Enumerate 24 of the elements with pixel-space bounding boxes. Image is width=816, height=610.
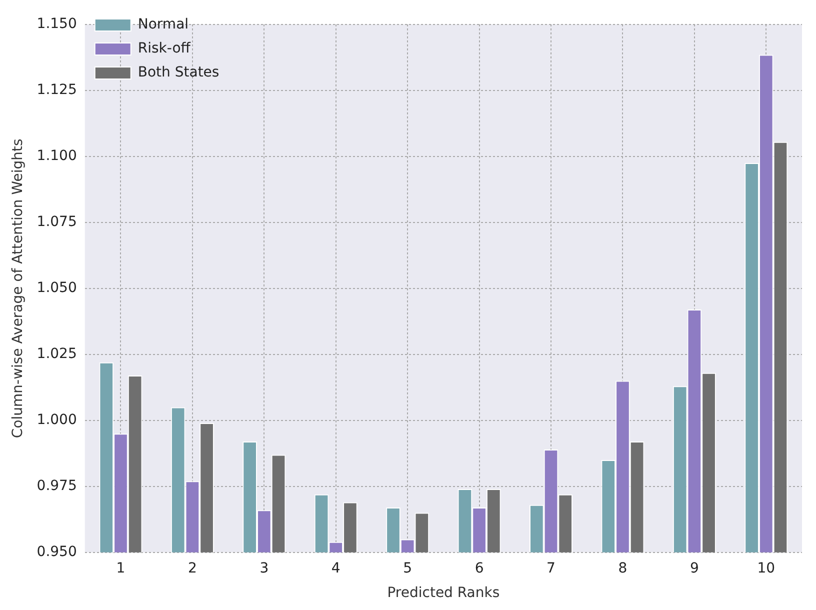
x-tick-label: 2 <box>188 560 197 576</box>
x-tick-label: 4 <box>331 560 340 576</box>
y-tick-label: 0.975 <box>36 478 77 494</box>
y-tick-label: 1.100 <box>36 148 77 164</box>
x-tick-label: 3 <box>260 560 269 576</box>
y-axis-title: Column-wise Average of Attention Weights <box>10 138 26 438</box>
y-tick-label: 1.125 <box>36 82 77 98</box>
y-tick-label: 1.075 <box>36 214 77 230</box>
x-tick-label: 9 <box>690 560 699 576</box>
x-tick-label: 5 <box>403 560 412 576</box>
x-tick-label: 8 <box>618 560 628 576</box>
x-axis-title: Predicted Ranks <box>387 585 500 602</box>
x-tick-label: 10 <box>757 560 776 576</box>
legend-label: Risk-off <box>138 40 191 57</box>
legend-label: Normal <box>138 16 189 33</box>
legend-label: Both States <box>138 64 220 81</box>
x-tick-label: 1 <box>116 560 126 576</box>
y-tick-label: 1.150 <box>36 16 77 32</box>
y-tick-label: 1.000 <box>36 412 77 428</box>
y-tick-label: 1.025 <box>36 346 77 362</box>
y-tick-label: 0.950 <box>36 544 77 560</box>
x-tick-label: 6 <box>474 560 484 576</box>
x-tick-label: 7 <box>546 560 556 576</box>
y-tick-label: 1.050 <box>36 280 77 296</box>
